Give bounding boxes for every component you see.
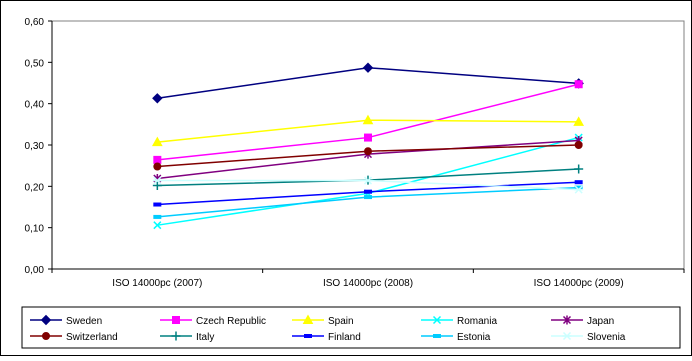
legend-marker-estonia <box>433 334 441 338</box>
x-tick-label: ISO 14000pc (2009) <box>534 278 624 289</box>
legend-label: Slovenia <box>587 332 626 343</box>
y-axis: 0,00 0,10 0,20 0,30 0,40 0,50 0,60 <box>25 17 53 276</box>
legend-marker-spain <box>302 314 314 324</box>
legend-label: Finland <box>328 332 361 343</box>
x-tick-label: ISO 14000pc (2007) <box>112 278 202 289</box>
data-point-slovenia <box>152 176 162 185</box>
y-tick-label: 0,40 <box>25 100 45 111</box>
data-point-switzerland <box>153 162 162 171</box>
series-spain <box>151 114 585 147</box>
legend-item-romania: Romania <box>421 315 497 327</box>
data-point-finland <box>574 180 583 185</box>
legend-label: Sweden <box>66 316 102 327</box>
legend-item-switzerland: Switzerland <box>30 332 118 343</box>
data-point-czech-republic <box>574 80 583 89</box>
y-tick-label: 0,60 <box>25 17 45 28</box>
legend-label: Romania <box>457 316 497 327</box>
legend-item-czech-republic: Czech Republic <box>160 316 266 327</box>
series-finland <box>153 180 583 207</box>
series-slovenia <box>152 176 584 194</box>
legend-item-estonia: Estonia <box>421 332 491 343</box>
legend-marker-switzerland <box>42 332 50 340</box>
legend-label: Italy <box>196 332 214 343</box>
data-point-italy <box>574 164 584 174</box>
data-point-finland <box>153 202 162 207</box>
legend-marker-japan <box>562 315 572 325</box>
series-switzerland <box>153 141 583 171</box>
data-point-spain <box>151 136 163 147</box>
y-tick-label: 0,30 <box>25 141 45 152</box>
legend-marker-finland <box>304 334 312 338</box>
legend-label: Japan <box>587 316 614 327</box>
series-estonia <box>153 185 583 219</box>
data-point-estonia <box>364 195 372 200</box>
legend-item-slovenia: Slovenia <box>551 331 626 343</box>
plot-area <box>51 20 685 270</box>
data-point-czech-republic <box>153 155 162 164</box>
legend-box <box>21 306 681 349</box>
data-point-switzerland <box>364 147 372 156</box>
data-point-romania <box>153 221 162 230</box>
legend-item-japan: Japan <box>551 315 614 327</box>
y-tick-label: 0,10 <box>25 224 45 235</box>
y-tick-label: 0,50 <box>25 58 45 69</box>
legend-marker-slovenia <box>562 331 572 341</box>
data-point-spain <box>573 116 585 126</box>
data-point-slovenia <box>363 176 373 185</box>
legend: Sweden Czech Republic Spain Romania Japan Swi… <box>21 306 681 349</box>
data-point-slovenia <box>574 185 584 194</box>
legend-marker-romania <box>432 315 442 325</box>
legend-marker-sweden <box>40 314 52 326</box>
data-point-italy <box>152 181 162 191</box>
data-point-spain <box>362 114 374 125</box>
legend-item-finland: Finland <box>292 332 361 343</box>
legend-item-sweden: Sweden <box>30 314 102 327</box>
legend-marker-czech-republic <box>172 316 180 324</box>
data-point-switzerland <box>574 141 583 149</box>
legend-label: Estonia <box>457 332 491 343</box>
legend-item-italy: Italy <box>160 331 214 343</box>
legend-item-spain: Spain <box>292 314 354 327</box>
x-axis: ISO 14000pc (2007) ISO 14000pc (2008) ISO … <box>51 268 685 289</box>
legend-label: Czech Republic <box>196 316 266 327</box>
data-point-sweden <box>362 62 374 73</box>
data-point-estonia <box>153 214 162 219</box>
series-layer <box>151 62 585 230</box>
data-point-sweden <box>152 93 163 104</box>
y-tick-label: 0,20 <box>25 182 45 193</box>
data-point-finland <box>364 189 372 194</box>
legend-label: Switzerland <box>66 332 118 343</box>
data-point-czech-republic <box>364 133 372 142</box>
legend-label: Spain <box>328 316 354 327</box>
legend-marker-italy <box>171 331 181 341</box>
x-tick-label: ISO 14000pc (2008) <box>323 278 413 289</box>
y-tick-label: 0,00 <box>25 265 45 276</box>
